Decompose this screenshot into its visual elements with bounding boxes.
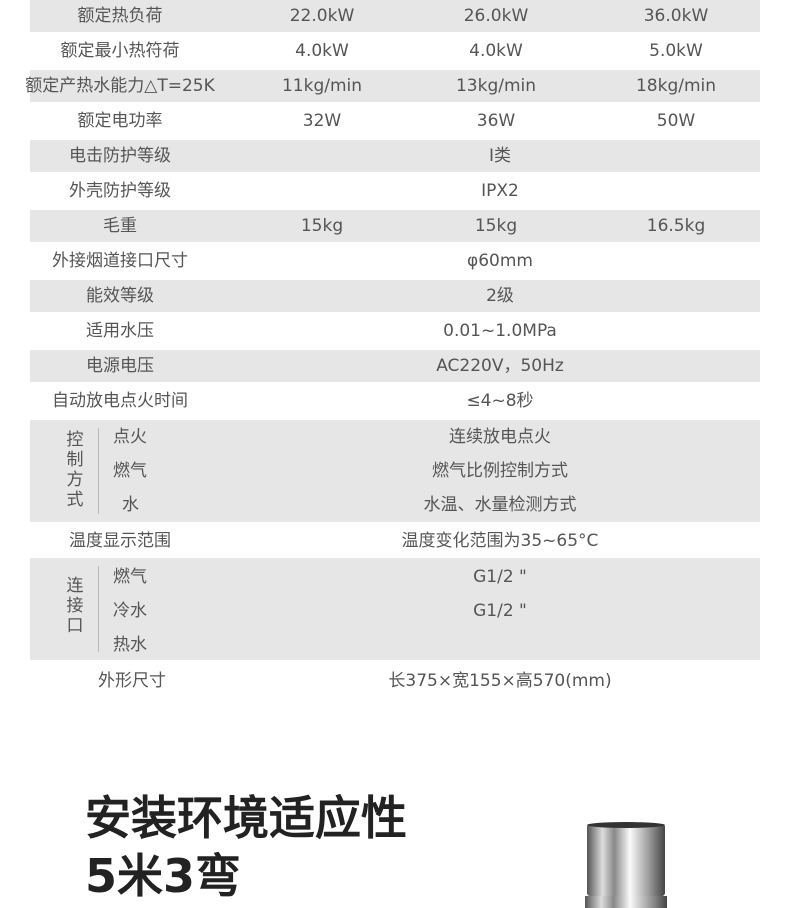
row-label: 能效等级 — [86, 286, 154, 306]
control-method-block: 控制方式 点火 连续放电点火 燃气 燃气比例控制方式 水 水温、水量检测方式 — [30, 420, 760, 522]
spec-row: 适用水压 0.01~1.0MPa — [30, 315, 760, 347]
row-value: 4.0kW — [469, 41, 523, 61]
divider — [98, 428, 99, 514]
row-label: 外壳防护等级 — [69, 181, 171, 201]
section-subheading: 5米3弯 — [85, 849, 242, 903]
row-label: 电击防护等级 — [69, 146, 171, 166]
control-item-label: 水 — [122, 495, 139, 515]
connection-item-value: G1/2 " — [473, 567, 527, 587]
spec-row: 外壳防护等级 IPX2 — [30, 175, 760, 207]
row-label: 自动放电点火时间 — [52, 391, 188, 411]
row-value: φ60mm — [467, 251, 533, 271]
spec-row: 额定产热水能力△T=25K 11kg/min 13kg/min 18kg/min — [25, 70, 760, 102]
spec-row: 能效等级 2级 — [30, 280, 760, 312]
spec-row: 毛重 15kg 15kg 16.5kg — [30, 210, 760, 242]
spec-row: 外接烟道接口尺寸 φ60mm — [30, 245, 760, 277]
row-value: 长375×宽155×高570(mm) — [388, 671, 612, 691]
row-label: 适用水压 — [86, 321, 154, 341]
row-value: ≤4~8秒 — [466, 391, 534, 411]
row-value: IPX2 — [481, 181, 519, 201]
row-value: 22.0kW — [289, 6, 355, 26]
control-item-value: 燃气比例控制方式 — [432, 461, 568, 481]
row-label: 毛重 — [103, 216, 137, 236]
row-value: 15kg — [474, 216, 518, 236]
spec-row: 额定最小热符荷 4.0kW 4.0kW 5.0kW — [30, 35, 760, 67]
control-item-label: 燃气 — [113, 461, 147, 481]
row-value: 15kg — [300, 216, 344, 236]
row-label: 温度显示范围 — [69, 531, 171, 551]
row-label: 电源电压 — [86, 356, 154, 376]
control-item-value: 水温、水量检测方式 — [423, 495, 577, 515]
row-value: Ⅰ类 — [488, 146, 512, 166]
control-item-value: 连续放电点火 — [449, 427, 551, 447]
row-value: 0.01~1.0MPa — [443, 321, 557, 341]
row-value: 13kg/min — [455, 76, 537, 96]
temp-row: 温度显示范围 温度变化范围为35~65°C — [30, 525, 760, 557]
spec-row: 额定电功率 32W 36W 50W — [30, 105, 760, 137]
row-label: 外形尺寸 — [98, 671, 166, 691]
spec-row: 电源电压 AC220V，50Hz — [30, 350, 760, 382]
connection-item-label: 热水 — [113, 635, 147, 655]
row-value: 温度变化范围为35~65°C — [401, 531, 599, 551]
row-value: 11kg/min — [281, 76, 363, 96]
control-item-label: 点火 — [113, 427, 147, 447]
row-label: 额定最小热符荷 — [60, 41, 180, 61]
connection-label: 连接口 — [66, 576, 84, 636]
section-heading: 安装环境适应性 — [85, 791, 407, 845]
row-value: 2级 — [486, 286, 514, 306]
flue-pipe-image — [585, 822, 667, 908]
spec-row: 电击防护等级 Ⅰ类 — [30, 140, 760, 172]
row-label: 额定热负荷 — [77, 6, 163, 26]
row-value: 18kg/min — [635, 76, 717, 96]
row-label: 外接烟道接口尺寸 — [52, 251, 188, 271]
connection-item-label: 冷水 — [113, 601, 147, 621]
row-value: 32W — [302, 111, 342, 131]
spec-row: 额定热负荷 22.0kW 26.0kW 36.0kW — [30, 0, 760, 32]
spec-row: 自动放电点火时间 ≤4~8秒 — [30, 385, 760, 417]
row-value: 16.5kg — [646, 216, 706, 236]
row-label: 额定电功率 — [77, 111, 163, 131]
row-value: 36.0kW — [643, 6, 709, 26]
connection-item-label: 燃气 — [113, 567, 147, 587]
connection-block: 连接口 燃气 G1/2 " 冷水 G1/2 " 热水 — [30, 558, 760, 660]
row-value: 4.0kW — [295, 41, 349, 61]
row-value: 50W — [656, 111, 696, 131]
connection-item-value: G1/2 " — [473, 601, 527, 621]
row-value: 5.0kW — [649, 41, 703, 61]
row-value: AC220V，50Hz — [436, 356, 564, 376]
control-label: 控制方式 — [66, 430, 84, 510]
size-row: 外形尺寸 长375×宽155×高570(mm) — [30, 665, 760, 697]
row-label: 额定产热水能力△T=25K — [25, 76, 215, 96]
row-value: 26.0kW — [463, 6, 529, 26]
row-value: 36W — [476, 111, 516, 131]
divider — [98, 566, 99, 652]
